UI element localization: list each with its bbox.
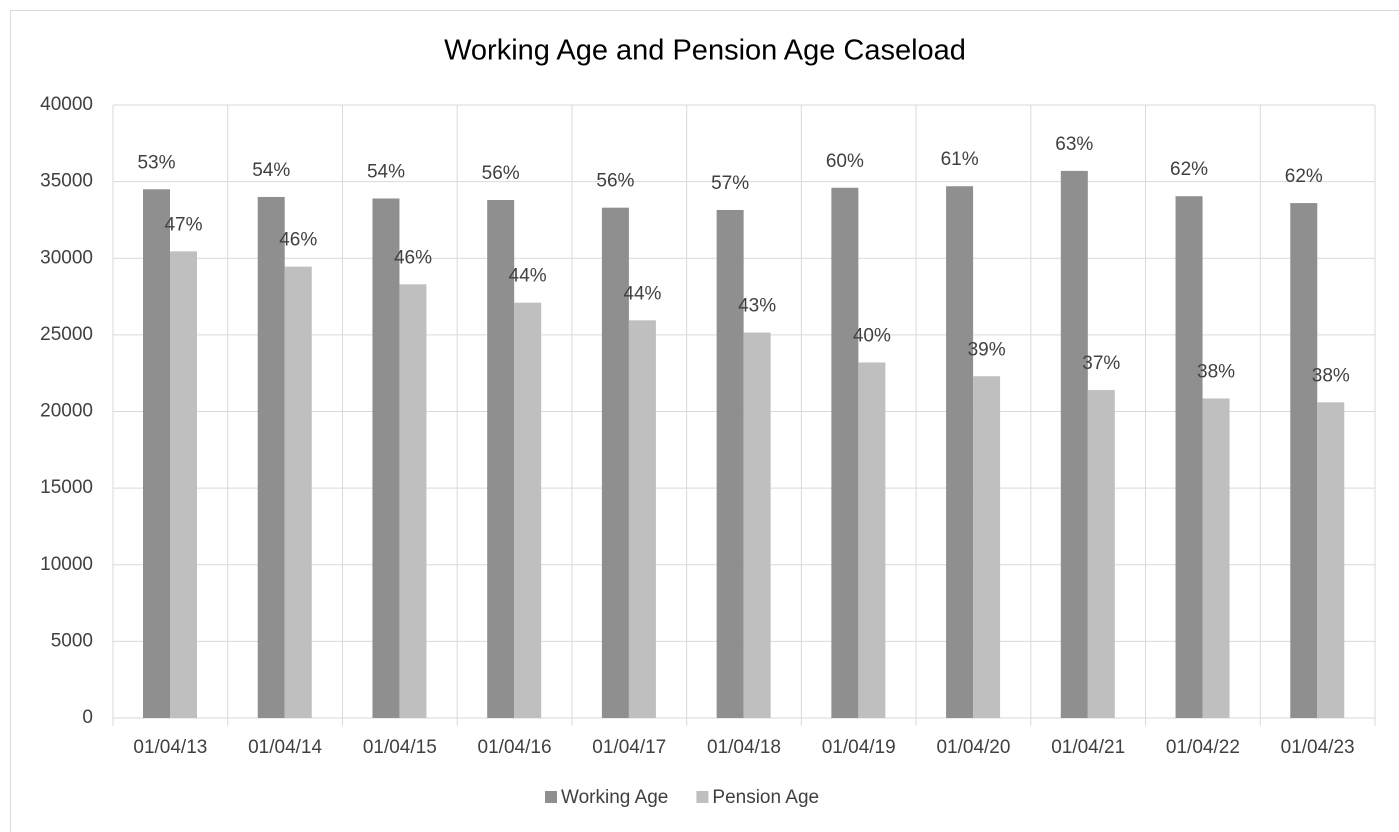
x-tick-label: 01/04/20 bbox=[936, 737, 1010, 758]
data-label: 40% bbox=[853, 325, 891, 346]
y-tick-label: 25000 bbox=[40, 324, 93, 345]
data-label: 44% bbox=[509, 266, 547, 287]
bar bbox=[1060, 170, 1088, 718]
legend-swatch bbox=[696, 791, 709, 803]
data-label: 56% bbox=[482, 163, 520, 184]
legend-swatch bbox=[545, 791, 557, 803]
x-tick-label: 01/04/14 bbox=[248, 737, 322, 758]
x-tick-label: 01/04/13 bbox=[133, 737, 207, 758]
legend-label: Working Age bbox=[561, 787, 668, 808]
data-label: 37% bbox=[1082, 353, 1120, 374]
data-label: 38% bbox=[1197, 361, 1235, 382]
data-label: 39% bbox=[968, 339, 1006, 360]
x-tick-label: 01/04/23 bbox=[1281, 737, 1355, 758]
x-tick-label: 01/04/19 bbox=[822, 737, 896, 758]
bar bbox=[1290, 203, 1318, 718]
bar bbox=[1087, 390, 1115, 718]
bar bbox=[743, 332, 771, 718]
x-tick-label: 01/04/17 bbox=[592, 737, 666, 758]
data-label: 54% bbox=[252, 160, 290, 181]
bar bbox=[487, 200, 515, 718]
bar bbox=[716, 209, 744, 718]
y-tick-label: 40000 bbox=[40, 94, 93, 115]
bar bbox=[858, 362, 886, 718]
x-tick-label: 01/04/15 bbox=[363, 737, 437, 758]
data-label: 43% bbox=[738, 296, 776, 317]
y-tick-label: 10000 bbox=[40, 554, 93, 575]
data-label: 60% bbox=[826, 151, 864, 172]
data-label: 38% bbox=[1312, 365, 1350, 386]
x-tick-label: 01/04/18 bbox=[707, 737, 781, 758]
data-label: 44% bbox=[623, 283, 661, 304]
bar bbox=[399, 284, 427, 718]
bar bbox=[601, 207, 629, 719]
bar bbox=[170, 251, 197, 718]
chart-title: Working Age and Pension Age Caseload bbox=[444, 35, 966, 67]
bar bbox=[1175, 196, 1203, 719]
data-label: 57% bbox=[711, 173, 749, 194]
bar bbox=[257, 196, 285, 718]
x-tick-label: 01/04/16 bbox=[478, 737, 552, 758]
bar bbox=[946, 186, 974, 718]
bar bbox=[1202, 398, 1230, 718]
chart-border bbox=[10, 10, 1399, 832]
y-tick-label: 5000 bbox=[51, 630, 93, 651]
y-tick-label: 15000 bbox=[40, 477, 93, 498]
y-tick-label: 35000 bbox=[40, 171, 93, 192]
bar bbox=[628, 320, 656, 718]
bar bbox=[514, 302, 542, 718]
data-label: 46% bbox=[279, 230, 317, 251]
legend-label: Pension Age bbox=[712, 787, 819, 808]
bar bbox=[143, 189, 170, 719]
y-tick-label: 20000 bbox=[40, 401, 93, 422]
data-label: 61% bbox=[941, 149, 979, 170]
data-label: 53% bbox=[137, 152, 175, 173]
x-tick-label: 01/04/21 bbox=[1051, 737, 1125, 758]
data-label: 54% bbox=[367, 161, 405, 182]
data-label: 62% bbox=[1285, 166, 1323, 187]
x-tick-label: 01/04/22 bbox=[1166, 737, 1240, 758]
y-tick-label: 0 bbox=[82, 707, 93, 728]
data-label: 63% bbox=[1055, 134, 1093, 155]
data-label: 47% bbox=[164, 214, 202, 235]
bar bbox=[284, 266, 312, 718]
bar bbox=[372, 198, 400, 719]
bar bbox=[831, 187, 859, 718]
data-label: 56% bbox=[596, 171, 634, 192]
bar bbox=[1317, 402, 1345, 718]
data-label: 62% bbox=[1170, 159, 1208, 180]
data-label: 46% bbox=[394, 247, 432, 268]
y-tick-label: 30000 bbox=[40, 247, 93, 268]
bar bbox=[973, 376, 1001, 718]
